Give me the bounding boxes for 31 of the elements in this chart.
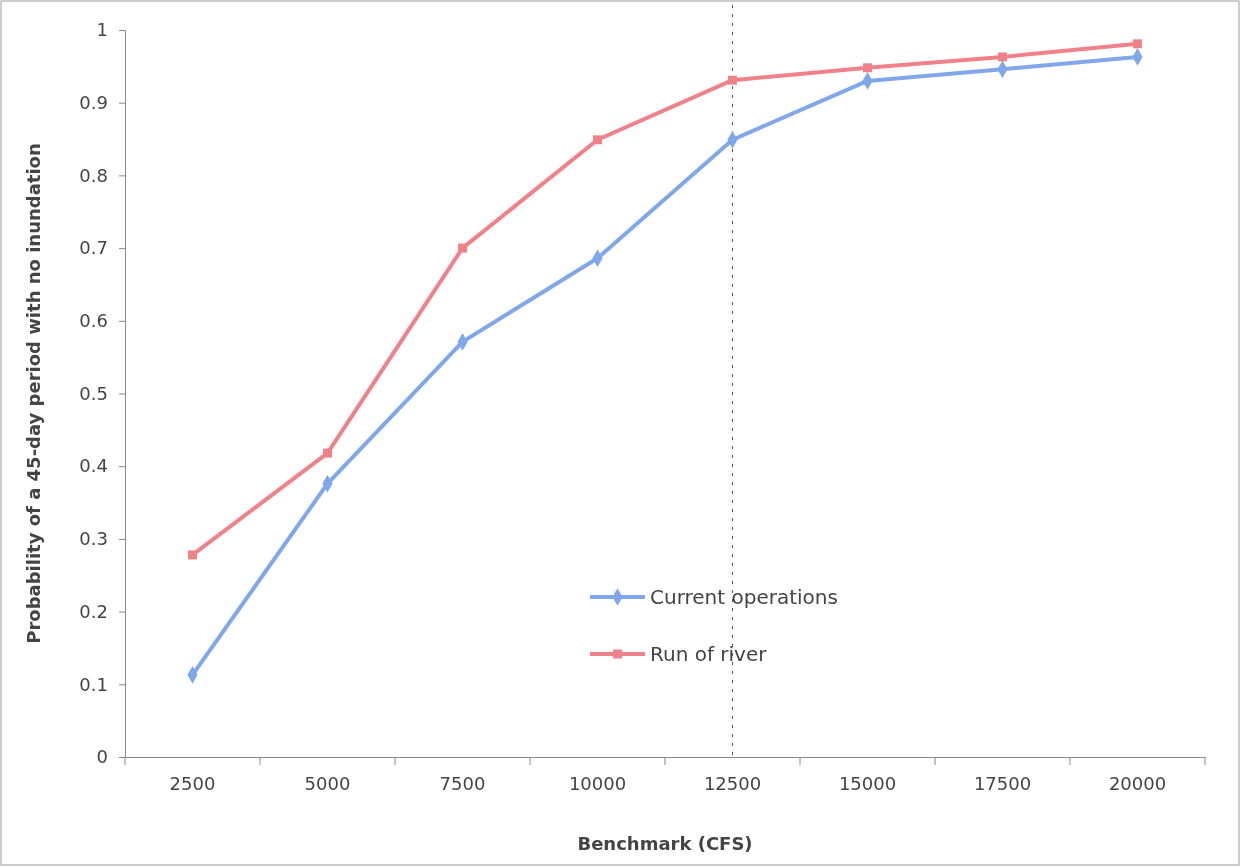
y-tick-label: 0 bbox=[96, 746, 108, 768]
x-tick-label: 12500 bbox=[703, 773, 762, 794]
y-tick-label: 0.2 bbox=[79, 600, 108, 622]
y-axis-title: Probability of a 45-day period with no inundation bbox=[23, 143, 44, 644]
x-tick-label: 20000 bbox=[1108, 773, 1167, 794]
y-tick-label: 0.3 bbox=[79, 528, 108, 550]
x-tick-label: 15000 bbox=[838, 773, 897, 794]
y-tick-label: 0.5 bbox=[79, 382, 108, 404]
point bbox=[728, 75, 737, 85]
x-tick-label: 17500 bbox=[973, 773, 1032, 794]
point bbox=[458, 243, 467, 253]
y-tick-label: 1 bbox=[96, 19, 108, 41]
legend-label: Run of river bbox=[650, 642, 768, 666]
y-tick-label: 0.7 bbox=[79, 237, 108, 259]
x-tick-label: 7500 bbox=[439, 773, 486, 794]
y-tick-label: 0.9 bbox=[79, 91, 108, 113]
y-tick-label: 0.1 bbox=[79, 673, 108, 695]
y-tick-label: 0.4 bbox=[79, 455, 108, 477]
x-axis-title: Benchmark (CFS) bbox=[577, 833, 753, 854]
point bbox=[998, 52, 1007, 62]
x-tick-label: 10000 bbox=[568, 773, 627, 794]
point bbox=[323, 448, 332, 458]
point bbox=[593, 135, 602, 145]
legend-label: Current operations bbox=[650, 585, 838, 609]
point bbox=[863, 63, 872, 73]
x-tick-label: 5000 bbox=[304, 773, 351, 794]
point bbox=[1133, 39, 1142, 49]
y-tick-label: 0.6 bbox=[79, 310, 108, 332]
x-tick-label: 2500 bbox=[169, 773, 216, 794]
y-tick-label: 0.8 bbox=[79, 164, 108, 186]
point bbox=[188, 550, 197, 560]
